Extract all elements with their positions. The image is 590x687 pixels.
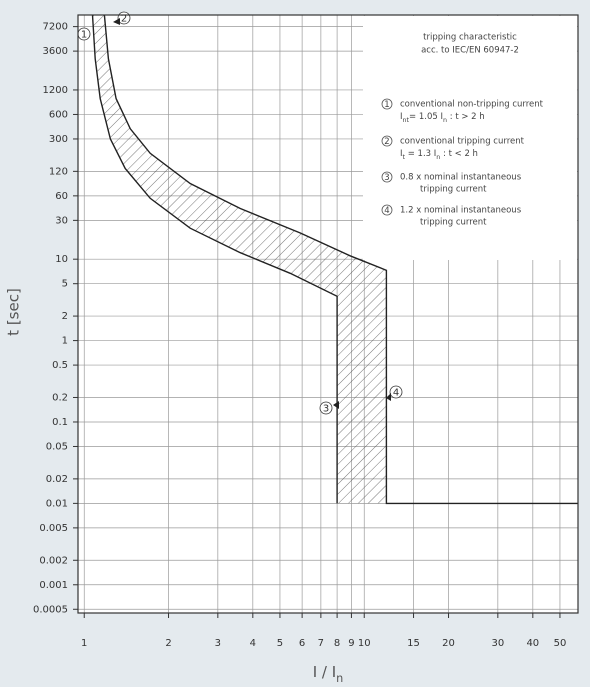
y-tick-label: 120 <box>49 166 68 177</box>
callout-arrow <box>386 393 391 401</box>
text-part: I / I <box>313 663 336 681</box>
y-tick-label: 2 <box>62 311 68 322</box>
callout-label: 1 <box>81 30 87 41</box>
y-tick-label: 10 <box>55 254 68 265</box>
legend-marker-circle <box>381 204 393 216</box>
y-tick-label: 300 <box>49 134 68 145</box>
legend-title: tripping characteristic <box>423 33 517 43</box>
y-tick-label: 5 <box>62 279 68 290</box>
callout-label: 2 <box>121 14 127 25</box>
text-part: : t > 2 h <box>447 112 485 122</box>
subscript: n <box>336 672 343 685</box>
y-tick-label: 0.02 <box>46 474 68 485</box>
y-tick-label: 0.002 <box>39 555 68 566</box>
x-tick-label: 8 <box>334 638 340 649</box>
legend-box <box>363 16 577 260</box>
subscript: t <box>403 153 406 161</box>
x-tick-label: 2 <box>165 638 171 649</box>
x-tick-label: 9 <box>348 638 354 649</box>
text-part: I <box>400 112 403 122</box>
callout-circle <box>389 385 403 399</box>
plot-frame <box>77 14 579 614</box>
y-tick-label: 60 <box>55 191 68 202</box>
text-part: : t < 2 h <box>440 149 478 159</box>
y-tick-label: 30 <box>55 215 68 226</box>
y-tick-label: 600 <box>49 109 68 120</box>
y-tick-label: 7200 <box>43 22 68 33</box>
callout-circle <box>319 401 333 415</box>
x-tick-label: 5 <box>277 638 283 649</box>
legend-marker: 3 <box>384 173 389 183</box>
legend-marker-circle <box>381 98 393 110</box>
text-part: = 1.3 I <box>405 149 436 159</box>
legend-text: 0.8 x nominal instantaneous <box>400 173 522 183</box>
legend-text: tripping current <box>420 185 487 195</box>
x-tick-label: 20 <box>442 638 455 649</box>
legend-text: conventional non-tripping current <box>400 100 544 110</box>
tripping-band <box>92 15 578 504</box>
y-tick-label: 0.5 <box>52 360 68 371</box>
x-tick-label: 6 <box>299 638 305 649</box>
text-part: = 1.05 I <box>409 112 443 122</box>
x-tick-label: 15 <box>407 638 420 649</box>
y-tick-label: 0.05 <box>46 441 68 452</box>
legend-text: tripping current <box>420 218 487 228</box>
legend-text: conventional tripping current <box>400 137 525 147</box>
x-tick-label: 4 <box>250 638 256 649</box>
legend-text: 1.2 x nominal instantaneous <box>400 206 522 216</box>
y-tick-label: 0.0005 <box>33 604 68 615</box>
legend-marker-circle <box>381 135 393 147</box>
x-tick-label: 30 <box>491 638 504 649</box>
x-tick-label: 3 <box>215 638 221 649</box>
x-tick-label: 1 <box>81 638 87 649</box>
y-tick-label: 0.001 <box>39 580 68 591</box>
curve <box>91 14 338 504</box>
legend-marker-circle <box>381 171 393 183</box>
callout-arrow <box>333 401 339 409</box>
y-tick-label: 0.2 <box>52 392 68 403</box>
x-axis-title: I / In <box>313 663 344 685</box>
text-part: I <box>400 149 403 159</box>
y-tick-label: 0.005 <box>39 523 68 534</box>
legend-marker: 2 <box>384 137 389 147</box>
legend-title: acc. to IEC/EN 60947-2 <box>421 46 519 56</box>
subscript: n <box>436 153 440 161</box>
y-tick-label: 0.01 <box>46 498 68 509</box>
callout-label: 3 <box>323 404 329 415</box>
legend-text: Int= 1.05 In : t > 2 h <box>400 112 485 125</box>
y-tick-label: 1 <box>62 336 68 347</box>
x-tick-label: 10 <box>358 638 371 649</box>
y-tick-label: 3600 <box>43 46 68 57</box>
legend-text: It = 1.3 In : t < 2 h <box>400 149 478 162</box>
x-tick-label: 7 <box>318 638 324 649</box>
x-tick-label: 50 <box>554 638 567 649</box>
curve <box>103 14 578 505</box>
y-axis-title: t [sec] <box>5 288 23 336</box>
subscript: n <box>443 116 447 124</box>
subscript: nt <box>403 116 410 124</box>
y-tick-label: 0.1 <box>52 417 68 428</box>
y-tick-label: 1200 <box>43 85 68 96</box>
legend-marker: 1 <box>384 100 389 110</box>
legend-marker: 4 <box>384 206 389 216</box>
x-tick-label: 40 <box>526 638 539 649</box>
callout-label: 4 <box>393 388 399 399</box>
callout-arrow <box>113 18 120 25</box>
